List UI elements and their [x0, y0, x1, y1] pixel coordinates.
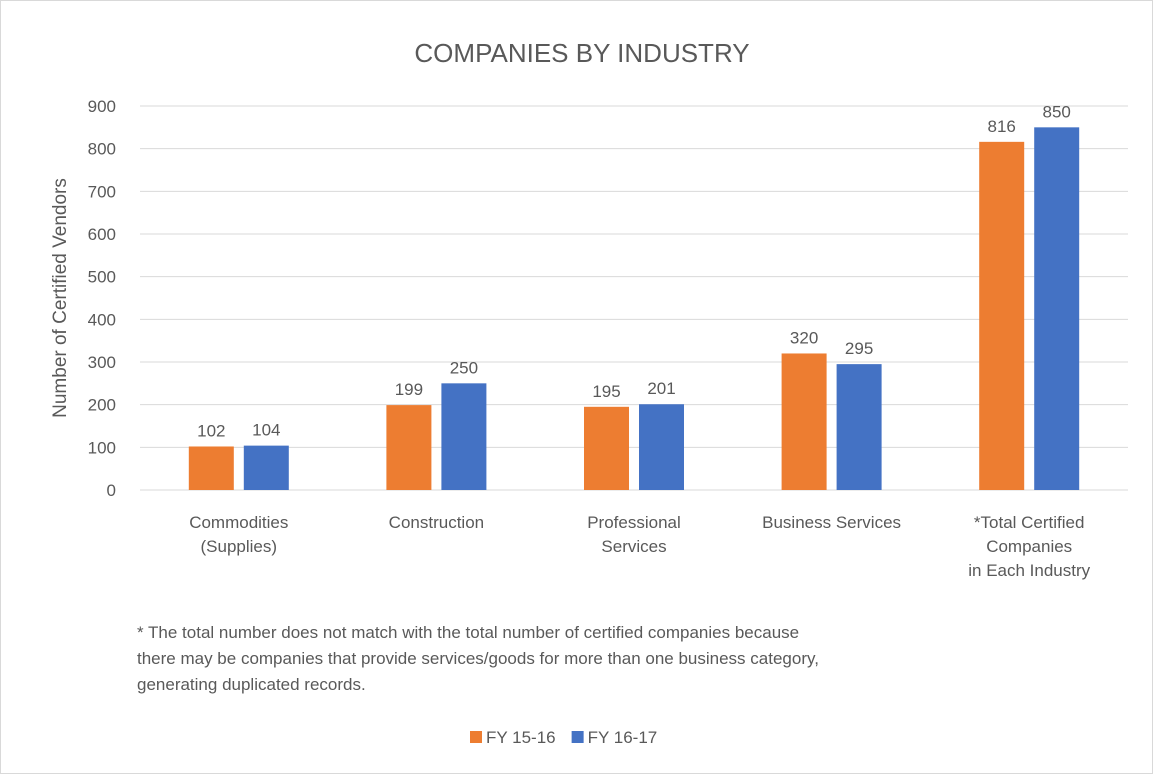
y-tick-label: 800	[88, 140, 116, 159]
bar	[781, 353, 827, 490]
y-axis-label: Number of Certified Vendors	[50, 178, 71, 418]
y-tick-label: 700	[88, 182, 116, 201]
data-label: 816	[988, 117, 1016, 136]
x-tick-label: *Total Certified Companies in Each Industr…	[968, 513, 1090, 580]
y-tick-label: 100	[88, 438, 116, 457]
x-tick-label: Construction	[389, 513, 484, 532]
bar	[584, 406, 629, 490]
data-label: 102	[197, 421, 225, 440]
y-tick-label: 200	[88, 396, 116, 415]
y-tick-label: 600	[88, 225, 116, 244]
legend-swatch	[470, 731, 482, 743]
legend-swatch	[571, 731, 584, 743]
y-tick-label: 0	[107, 481, 116, 500]
data-label: 199	[395, 380, 423, 399]
bar	[441, 383, 487, 490]
y-tick-label: 900	[88, 97, 116, 116]
data-label: 850	[1043, 102, 1071, 121]
annotation: * The total number does not match with t…	[137, 623, 819, 694]
legend-label: FY 16-17	[588, 728, 658, 747]
bar	[188, 446, 234, 490]
data-label: 195	[592, 382, 620, 401]
x-tick-label: Commodities (Supplies)	[189, 513, 288, 556]
x-tick-label: Professional Services	[587, 513, 681, 556]
y-tick-label: 300	[88, 353, 116, 372]
x-tick-label: Business Services	[762, 513, 901, 532]
bar	[243, 445, 289, 490]
legend-label: FY 15-16	[486, 728, 556, 747]
data-label: 104	[252, 421, 280, 440]
data-label: 201	[647, 379, 675, 398]
data-label: 320	[790, 328, 818, 347]
bar	[1034, 127, 1080, 490]
data-label: 295	[845, 339, 873, 358]
bar	[386, 405, 432, 490]
y-tick-label: 400	[88, 310, 116, 329]
bar	[836, 364, 882, 490]
chart-title: COMPANIES BY INDUSTRY	[414, 38, 749, 68]
bar	[979, 141, 1025, 490]
data-label: 250	[450, 358, 478, 377]
bar	[639, 404, 684, 490]
y-tick-label: 500	[88, 268, 116, 287]
